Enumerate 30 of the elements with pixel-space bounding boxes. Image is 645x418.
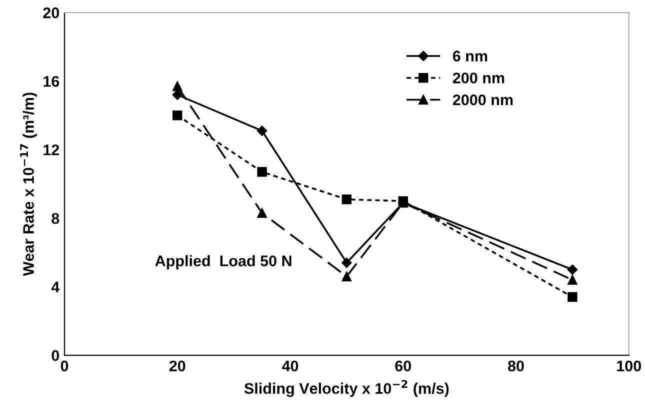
x-tick-label: 60: [395, 360, 411, 372]
point: [172, 110, 182, 120]
y-tick-label: 16: [44, 76, 60, 87]
y-tick-label: 8: [52, 213, 60, 224]
x-tick-label: 20: [169, 360, 186, 372]
y-tick-label: 4: [51, 282, 60, 292]
point: [257, 167, 267, 177]
point: [342, 272, 352, 282]
legend-label: 200 nm: [452, 72, 504, 84]
x-tick-label: 100: [617, 360, 641, 372]
point: [172, 81, 182, 92]
point: [172, 90, 182, 100]
legend-label: 2000 nm: [452, 94, 513, 106]
point: [256, 126, 268, 136]
x-tick-label: 40: [282, 360, 298, 372]
y-tick-label: 12: [44, 144, 60, 156]
point: [342, 258, 352, 268]
x-tick-label: 0: [60, 360, 68, 372]
y-tick-label: 0: [52, 350, 60, 361]
y-axis-title: Wear Rate x 10$^{−17}$ (m³/m): [20, 92, 37, 276]
point: [567, 264, 578, 275]
y-tick-label: 20: [43, 7, 60, 18]
point: [568, 275, 578, 285]
x-tick-label: 80: [508, 360, 524, 372]
point: [257, 208, 267, 218]
point: [342, 194, 352, 204]
x-axis-title: Sliding Velocity x 10$^{−2}$ (m/s): [244, 380, 449, 397]
legend-label: 6 nm: [452, 50, 488, 62]
point: [568, 292, 578, 302]
annotation: Applied Load 50 N: [155, 255, 292, 270]
